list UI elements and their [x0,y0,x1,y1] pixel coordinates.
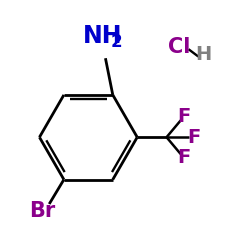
Text: Br: Br [29,201,55,221]
Text: F: F [177,107,190,126]
Text: H: H [195,44,211,64]
Text: Cl: Cl [168,37,190,57]
Text: F: F [177,148,190,167]
Text: F: F [187,128,200,147]
Text: 2: 2 [111,33,122,51]
Text: NH: NH [83,24,123,48]
